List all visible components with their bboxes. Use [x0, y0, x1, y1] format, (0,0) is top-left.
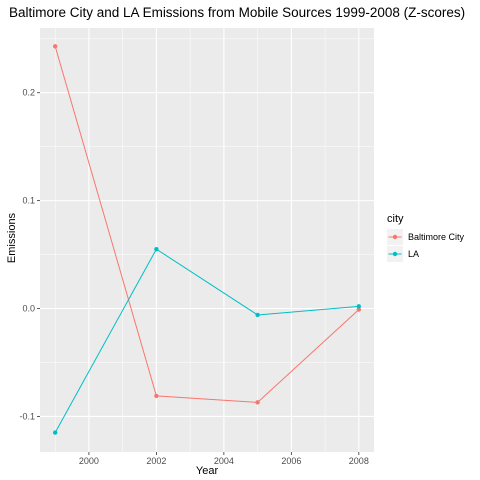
legend-title: city — [387, 213, 404, 225]
major-gridlines — [40, 28, 374, 452]
series-line-la — [54, 248, 359, 433]
data-point-la — [356, 304, 362, 309]
y-axis: -0.1 0.0 0.1 0.2 — [19, 88, 40, 421]
data-point-la — [255, 312, 260, 318]
data-point-baltimore-city — [52, 44, 58, 49]
x-tick-label: 2002 — [146, 456, 166, 466]
series-layer — [52, 44, 362, 435]
y-tick-label: 0.1 — [22, 196, 35, 206]
series-line-baltimore-city — [54, 46, 360, 403]
y-tick-label: 0.2 — [22, 88, 35, 98]
legend-label-la: LA — [408, 249, 419, 259]
data-point-la — [154, 246, 159, 252]
data-point-baltimore-city — [356, 307, 362, 312]
x-tick-label: 2008 — [349, 456, 369, 466]
data-point-la — [52, 430, 58, 435]
x-axis: 2000 2002 2004 2006 2008 — [79, 452, 369, 466]
x-tick-label: 2006 — [281, 456, 301, 466]
x-tick-label: 2004 — [214, 456, 234, 466]
data-point-baltimore-city — [255, 400, 260, 405]
chart-title: Baltimore City and LA Emissions from Mob… — [9, 5, 465, 20]
legend-label-baltimore-city: Baltimore City — [408, 232, 465, 242]
legend: city Baltimore City LA — [387, 213, 465, 262]
y-axis-label: Emissions — [6, 212, 18, 263]
minor-gridlines — [40, 28, 374, 452]
x-axis-label: Year — [196, 465, 219, 477]
legend-key-point-la — [392, 251, 398, 257]
data-point-baltimore-city — [154, 393, 159, 399]
legend-key-point-baltimore-city — [392, 234, 398, 240]
y-tick-label: 0.0 — [22, 304, 35, 314]
y-tick-label: -0.1 — [19, 411, 35, 421]
x-tick-label: 2000 — [79, 456, 99, 466]
plot-panel — [40, 28, 374, 452]
